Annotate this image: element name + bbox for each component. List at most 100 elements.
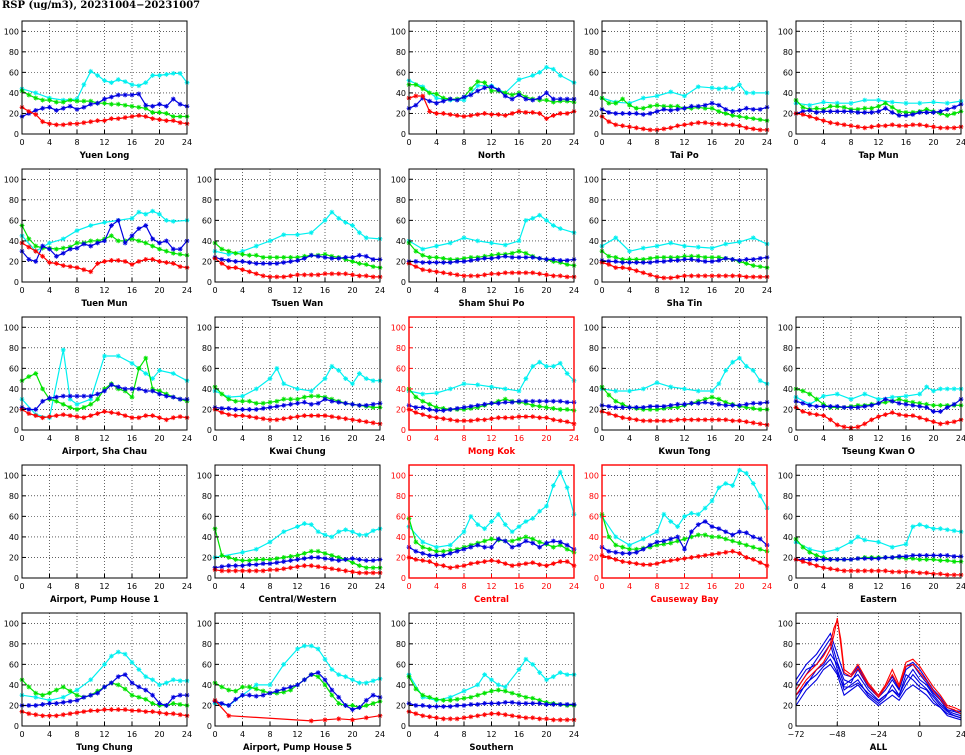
data-point	[102, 409, 107, 414]
data-point	[102, 661, 107, 667]
data-point	[807, 561, 813, 567]
data-point	[640, 536, 646, 542]
data-point	[709, 105, 715, 111]
data-point	[675, 405, 681, 410]
data-point	[723, 241, 729, 247]
x-tick-label: 16	[320, 286, 330, 295]
data-point	[115, 682, 121, 688]
data-point	[668, 125, 674, 131]
data-point	[654, 529, 660, 535]
x-tick-label: 8	[848, 434, 853, 443]
data-point	[157, 391, 162, 397]
data-point	[136, 708, 142, 713]
data-point	[688, 529, 694, 535]
data-point	[454, 703, 460, 708]
data-point	[240, 393, 245, 399]
data-point	[502, 688, 508, 694]
data-point	[108, 680, 114, 686]
data-point	[356, 680, 362, 686]
data-point	[233, 557, 239, 562]
data-point	[447, 257, 453, 262]
data-point	[743, 470, 749, 476]
data-point	[420, 86, 426, 92]
y-tick-label: 80	[202, 344, 212, 353]
data-point	[475, 238, 481, 244]
y-tick-label: 20	[202, 553, 212, 562]
x-tick-label: 20	[928, 138, 938, 147]
data-point	[640, 105, 646, 111]
data-point	[253, 271, 259, 277]
data-point	[301, 556, 307, 561]
data-point	[682, 417, 687, 423]
data-point	[240, 692, 245, 698]
data-point	[336, 399, 342, 405]
data-point	[74, 393, 80, 399]
data-point	[427, 109, 433, 114]
data-point	[509, 544, 515, 550]
data-point	[447, 547, 453, 553]
data-point	[917, 391, 923, 397]
data-point	[26, 703, 32, 708]
data-point	[627, 560, 632, 565]
page-title: RSP (ug/m3), 20231004−20231007	[2, 0, 201, 11]
data-point	[564, 485, 570, 490]
data-point	[253, 686, 259, 692]
data-point	[530, 215, 536, 221]
x-tick-label: 8	[848, 582, 853, 591]
data-point	[737, 258, 742, 263]
data-point	[475, 682, 481, 688]
data-point	[315, 400, 321, 406]
data-point	[129, 659, 135, 665]
y-tick-label: 40	[396, 89, 406, 98]
data-point	[150, 116, 156, 121]
data-point	[695, 554, 701, 559]
data-point	[67, 121, 73, 127]
data-point	[413, 711, 419, 717]
data-point	[544, 405, 549, 410]
data-point	[564, 262, 570, 267]
data-point	[363, 273, 369, 279]
data-point	[157, 682, 162, 688]
x-tick-label: 8	[267, 434, 272, 443]
data-point	[163, 217, 169, 223]
data-point	[550, 406, 556, 411]
data-point	[315, 670, 321, 675]
data-point	[924, 384, 930, 390]
data-point	[544, 415, 549, 421]
data-point	[95, 100, 101, 106]
data-point	[60, 245, 66, 251]
data-point	[177, 396, 183, 402]
x-tick-label: 20	[928, 582, 938, 591]
y-tick-label: 80	[396, 48, 406, 57]
data-point	[743, 542, 749, 548]
data-point	[530, 516, 536, 521]
data-point	[606, 411, 612, 416]
x-tick-label: 4	[434, 434, 439, 443]
data-point	[675, 557, 681, 562]
data-point	[356, 557, 362, 562]
data-point	[427, 704, 433, 709]
data-point	[757, 264, 763, 269]
data-point	[931, 557, 936, 562]
data-point	[482, 401, 488, 407]
data-point	[482, 538, 488, 544]
data-point	[143, 696, 149, 702]
data-point	[495, 559, 501, 564]
x-tick-label: 16	[320, 730, 330, 739]
data-point	[848, 557, 854, 562]
data-point	[253, 261, 259, 266]
data-point	[489, 255, 494, 261]
data-point	[682, 386, 687, 392]
data-point	[564, 717, 570, 723]
data-point	[737, 82, 742, 88]
data-point	[454, 259, 460, 264]
data-point	[427, 553, 433, 558]
data-point	[420, 246, 426, 252]
data-point	[108, 707, 114, 712]
data-point	[81, 241, 87, 247]
x-tick-label: 12	[486, 138, 496, 147]
x-tick-label: −24	[870, 730, 887, 739]
data-point	[329, 566, 335, 572]
data-point	[363, 532, 369, 538]
